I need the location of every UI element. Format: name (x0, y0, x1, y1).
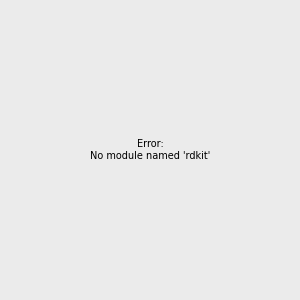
Text: Error:
No module named 'rdkit': Error: No module named 'rdkit' (90, 139, 210, 161)
